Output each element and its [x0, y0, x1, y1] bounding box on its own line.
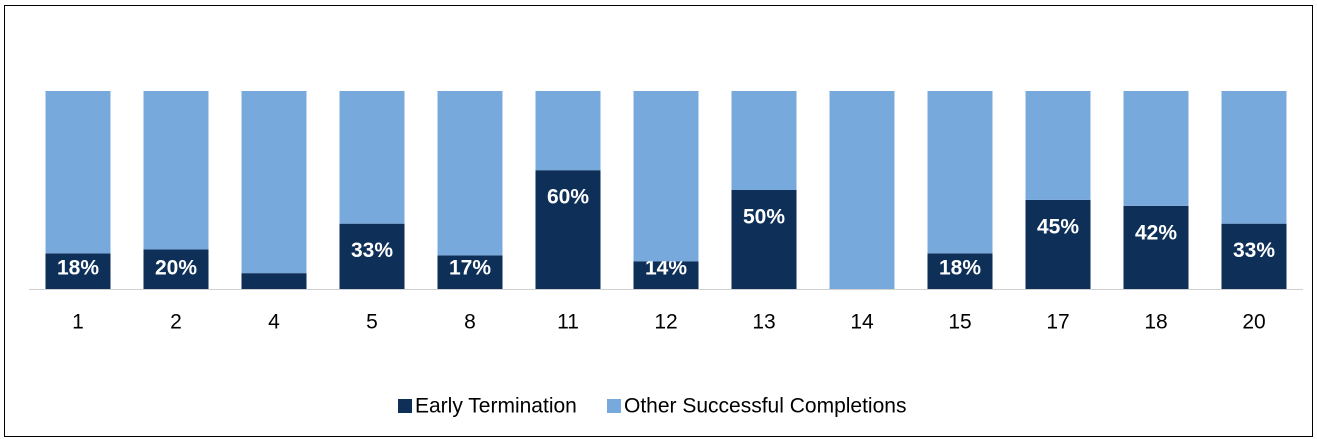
- x-tick-label: 8: [464, 311, 476, 334]
- data-label: 42%: [1135, 221, 1177, 244]
- data-label: 18%: [939, 257, 981, 280]
- bar-segment: [241, 91, 307, 274]
- bar-segment: [731, 190, 797, 289]
- bar-segment: [339, 91, 405, 224]
- bar-segment: [45, 253, 111, 289]
- bar-segment: [1025, 199, 1091, 289]
- bar-segment: [535, 91, 601, 171]
- x-tick-label: 20: [1242, 311, 1265, 334]
- x-tick-label: 4: [268, 311, 280, 334]
- data-label: 14%: [645, 257, 687, 280]
- bar-segment: [143, 249, 209, 289]
- bar-segment: [143, 91, 209, 250]
- data-label: 17%: [449, 257, 491, 280]
- bar-segment: [241, 273, 307, 289]
- bar-segment: [339, 223, 405, 289]
- x-tick-label: 14: [850, 311, 874, 334]
- bar-segment: [927, 253, 993, 289]
- data-label: 33%: [1233, 239, 1275, 262]
- bar-segment: [1123, 205, 1189, 289]
- data-label: 60%: [547, 186, 589, 209]
- legend-label: Other Successful Completions: [624, 395, 906, 418]
- legend-swatch: [398, 399, 412, 413]
- bar-segment: [927, 91, 993, 254]
- data-label: 18%: [57, 257, 99, 280]
- bar-segment: [731, 91, 797, 190]
- data-label: 33%: [351, 239, 393, 262]
- x-tick-label: 15: [948, 311, 971, 334]
- x-tick-label: 12: [654, 311, 677, 334]
- bar-segment: [1025, 91, 1091, 200]
- bar-segment: [535, 170, 601, 289]
- bar-segment: [437, 255, 503, 289]
- x-tick-label: 1: [72, 311, 84, 334]
- bar-segment: [1221, 223, 1287, 289]
- bar-segment: [1221, 91, 1287, 224]
- data-label: 50%: [743, 206, 785, 229]
- bar-segment: [633, 261, 699, 289]
- bar-segment: [633, 91, 699, 262]
- x-tick-label: 17: [1046, 311, 1069, 334]
- x-tick-label: 13: [752, 311, 775, 334]
- bar-segment: [45, 91, 111, 254]
- bar-segment: [829, 91, 895, 289]
- bar-segment: [437, 91, 503, 256]
- legend-label: Early Termination: [415, 395, 577, 418]
- data-label: 45%: [1037, 215, 1079, 238]
- legend-swatch: [607, 399, 621, 413]
- bar-segment: [1123, 91, 1189, 206]
- x-tick-label: 18: [1144, 311, 1167, 334]
- x-tick-label: 11: [557, 311, 579, 334]
- x-tick-label: 2: [170, 311, 182, 334]
- data-label: 20%: [155, 257, 197, 280]
- x-tick-label: 5: [366, 311, 378, 334]
